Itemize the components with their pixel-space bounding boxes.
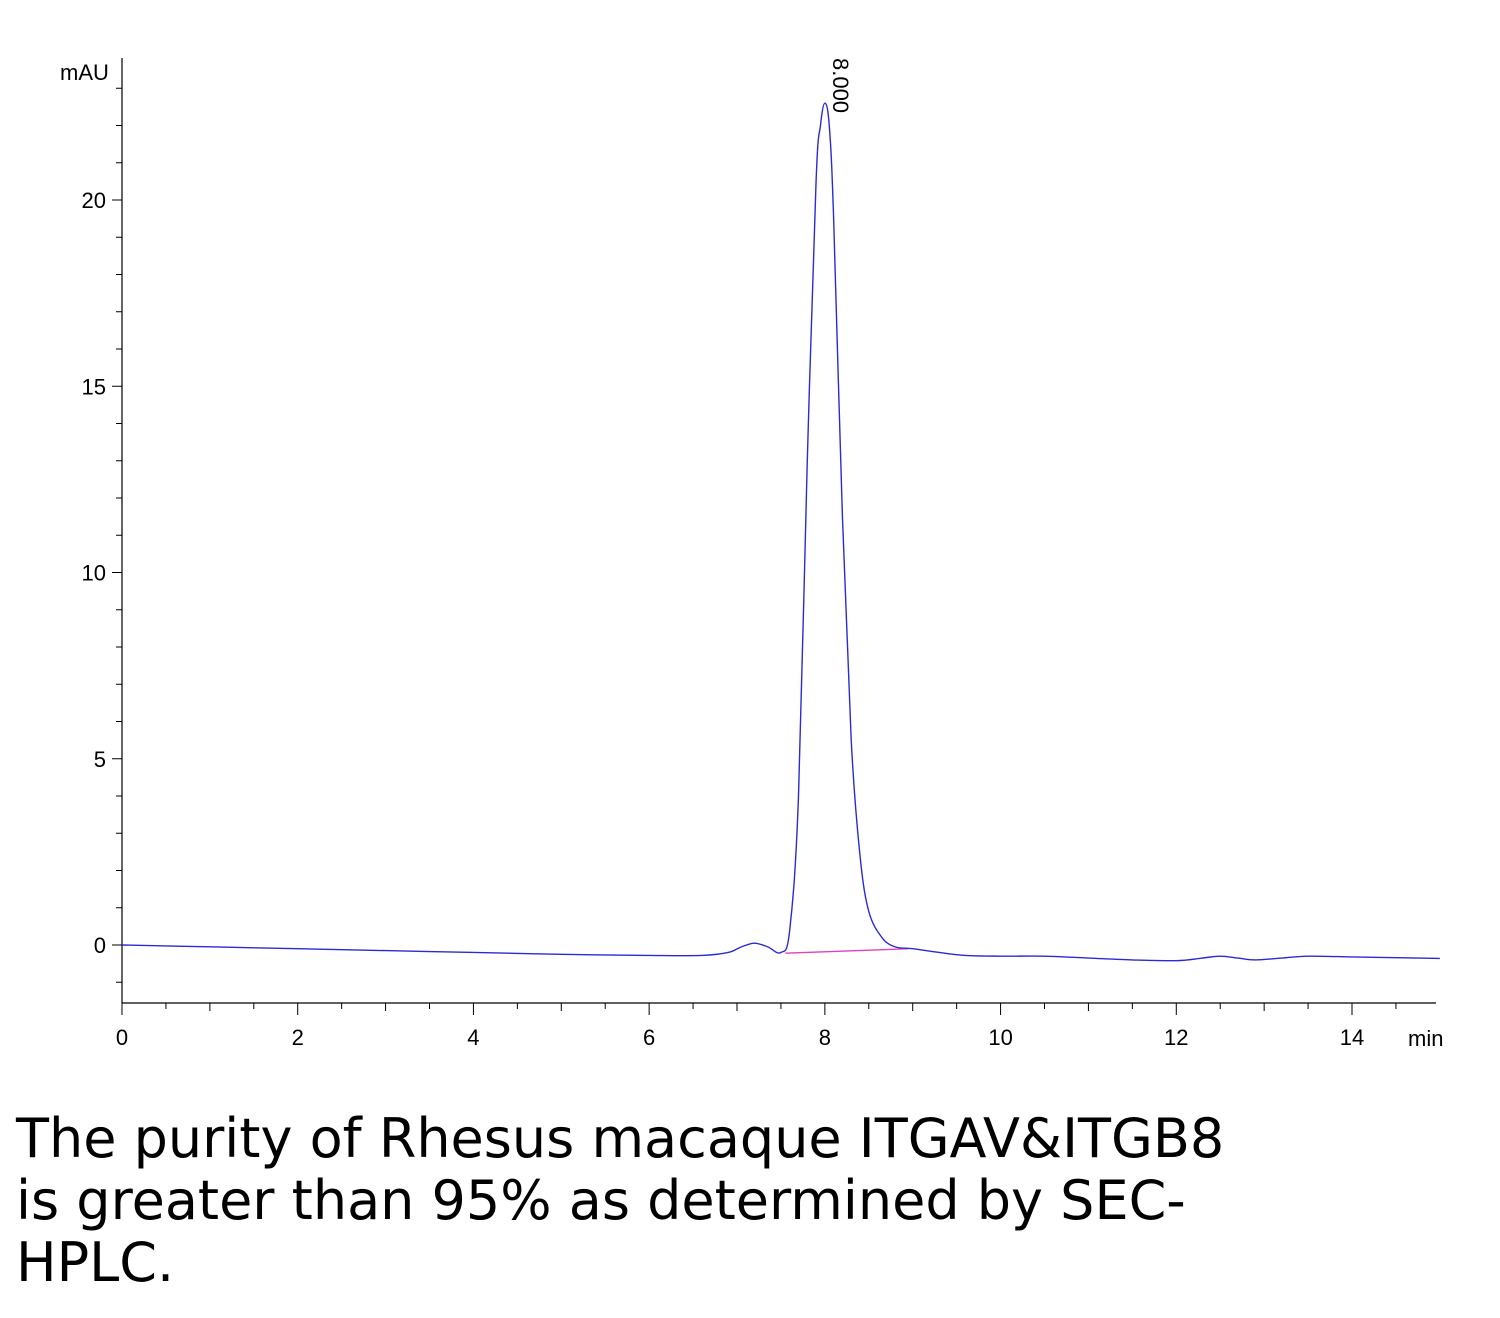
x-tick-label: 6 xyxy=(643,1025,655,1050)
ticks xyxy=(112,87,1397,1015)
caption-line-2: is greater than 95% as determined by SEC… xyxy=(16,1169,1186,1232)
y-tick-label: 15 xyxy=(82,374,106,399)
axes xyxy=(121,58,1436,1004)
x-tick-label: 10 xyxy=(988,1025,1012,1050)
caption-line-1: The purity of Rhesus macaque ITGAV&ITGB8 xyxy=(16,1107,1225,1170)
tick-labels: 0 5 10 15 20 0 2 4 6 8 10 12 14 xyxy=(82,188,1365,1050)
y-axis-unit-label: mAU xyxy=(60,60,109,85)
chromatogram-trace xyxy=(121,102,1440,962)
peak-retention-label: 8.000 xyxy=(828,58,853,113)
caption-line-3: HPLC. xyxy=(16,1231,175,1294)
chromatogram-chart: 0 5 10 15 20 0 2 4 6 8 10 12 14 mAU min 8.000 xyxy=(60,58,1443,1051)
x-tick-label: 0 xyxy=(116,1025,128,1050)
x-axis-unit-label: min xyxy=(1408,1026,1443,1051)
integration-baseline xyxy=(785,948,909,954)
y-tick-label: 20 xyxy=(82,188,106,213)
x-tick-label: 14 xyxy=(1340,1025,1364,1050)
x-tick-label: 4 xyxy=(467,1025,479,1050)
x-tick-label: 8 xyxy=(819,1025,831,1050)
figure-caption: The purity of Rhesus macaque ITGAV&ITGB8… xyxy=(16,1108,1476,1294)
y-tick-label: 0 xyxy=(94,933,106,958)
x-tick-label: 12 xyxy=(1164,1025,1188,1050)
y-tick-label: 5 xyxy=(94,747,106,772)
x-tick-label: 2 xyxy=(292,1025,304,1050)
series xyxy=(121,102,1440,962)
y-tick-label: 10 xyxy=(82,561,106,586)
